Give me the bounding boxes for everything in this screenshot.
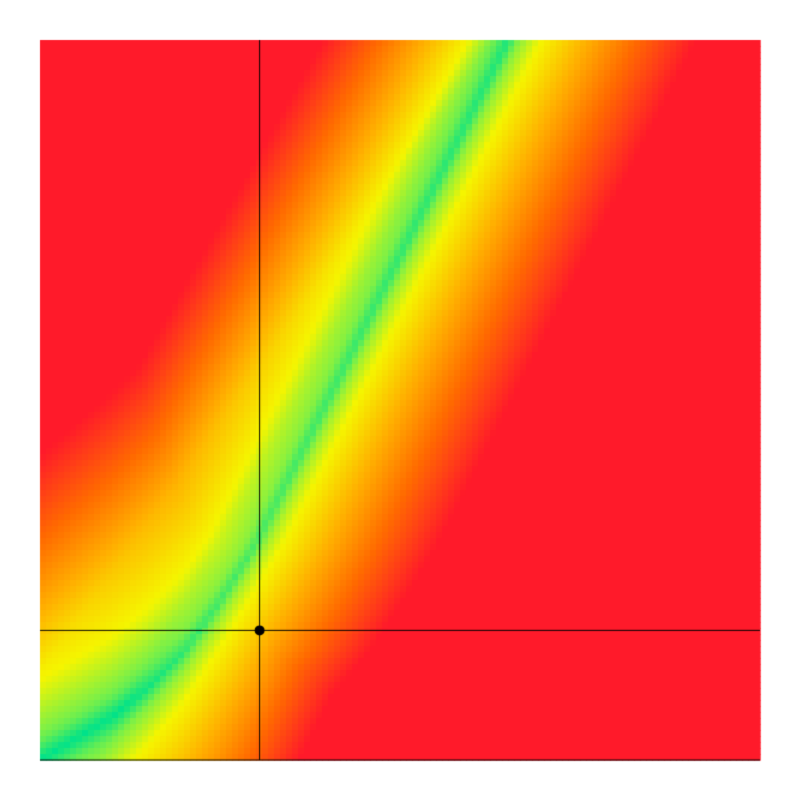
heatmap-canvas — [0, 0, 800, 800]
chart-container: TheBottleneck.com — [0, 0, 800, 800]
